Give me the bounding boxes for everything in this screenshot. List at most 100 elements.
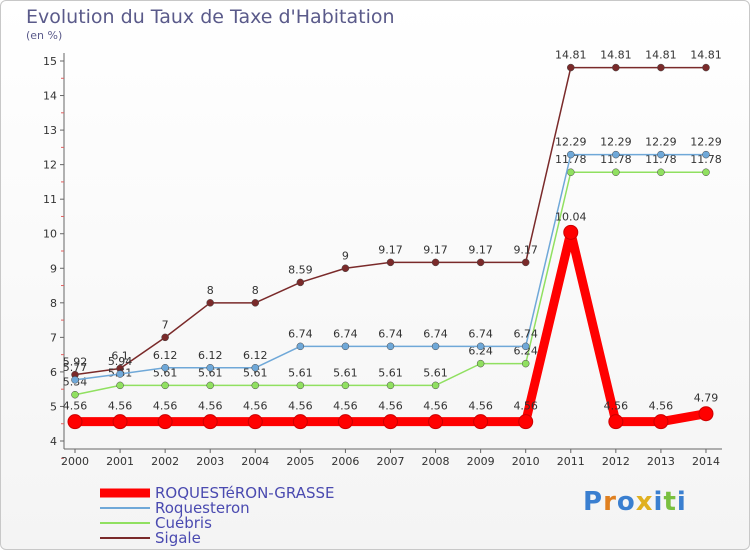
data-label: 4.56	[378, 400, 403, 413]
y-tick-label: 6	[50, 366, 57, 379]
data-point	[476, 359, 485, 368]
y-tick-label: 4	[50, 435, 57, 448]
data-point	[202, 414, 218, 430]
data-point	[431, 381, 440, 390]
data-point	[341, 264, 350, 273]
data-point	[567, 168, 575, 176]
data-label: 9.17	[423, 243, 448, 256]
y-tick-label: 12	[43, 159, 57, 172]
data-point	[698, 406, 714, 422]
data-label: 4.56	[604, 400, 629, 413]
y-tick-label: 15	[43, 55, 57, 68]
data-point	[296, 278, 305, 287]
data-point	[476, 342, 485, 351]
x-tick-label: 2014	[692, 455, 720, 468]
data-label: 4.56	[468, 400, 493, 413]
x-tick-label: 2000	[61, 455, 89, 468]
data-point	[702, 168, 710, 176]
data-point	[612, 63, 620, 72]
data-label: 4.56	[153, 400, 178, 413]
data-point	[206, 364, 214, 372]
data-label: 11.78	[690, 153, 722, 166]
data-point	[382, 414, 398, 430]
data-point	[71, 376, 79, 384]
data-point	[292, 414, 308, 430]
y-tick-label: 5	[50, 400, 57, 413]
data-point	[112, 414, 128, 430]
data-label: 12.29	[690, 136, 722, 149]
x-tick-label: 2011	[557, 455, 585, 468]
data-point	[296, 342, 305, 351]
data-point	[521, 359, 530, 368]
data-label: 12.29	[645, 136, 677, 149]
data-point	[521, 258, 530, 267]
data-label: 4.56	[63, 400, 88, 413]
data-point	[341, 381, 350, 390]
data-label: 5.61	[333, 366, 358, 379]
x-tick-label: 2003	[196, 455, 224, 468]
data-point	[206, 299, 214, 307]
x-tick-label: 2009	[467, 455, 495, 468]
data-point	[386, 258, 395, 267]
data-point	[206, 381, 214, 390]
x-tick-label: 2004	[241, 455, 269, 468]
data-label: 5.61	[198, 366, 223, 379]
x-tick-label: 2007	[376, 455, 404, 468]
data-label: 8	[252, 284, 259, 297]
data-label: 5.94	[108, 355, 133, 368]
data-label: 12.29	[555, 136, 587, 149]
data-point	[518, 414, 534, 430]
data-point	[431, 258, 440, 267]
data-label: 6.12	[243, 349, 268, 362]
data-label: 5.61	[378, 366, 403, 379]
y-tick-label: 9	[50, 262, 57, 275]
data-point	[161, 364, 169, 372]
data-point	[247, 414, 263, 430]
data-label: 12.29	[600, 136, 632, 149]
data-label: 4.56	[423, 400, 448, 413]
chart-title: Evolution du Taux de Taxe d'Habitation	[26, 6, 395, 28]
data-label: 9.17	[468, 243, 493, 256]
data-label: 6.12	[198, 349, 223, 362]
data-label: 6.74	[423, 327, 448, 340]
x-tick-label: 2008	[422, 455, 450, 468]
y-tick-label: 7	[50, 331, 57, 344]
data-point	[473, 414, 489, 430]
y-tick-label: 11	[43, 193, 57, 206]
data-point	[116, 370, 124, 378]
data-point	[386, 381, 395, 390]
data-label: 4.56	[513, 400, 538, 413]
data-point	[653, 414, 669, 430]
data-label: 6.74	[288, 327, 313, 340]
legend-label: Cuébris	[155, 514, 212, 532]
data-label: 6.24	[468, 345, 493, 358]
y-tick-label: 8	[50, 297, 57, 310]
data-label: 6.24	[513, 345, 538, 358]
data-point	[386, 342, 395, 351]
data-point	[157, 414, 173, 430]
data-label: 4.56	[288, 400, 313, 413]
data-point	[71, 390, 79, 399]
data-label: 7	[162, 318, 169, 331]
data-label: 9	[342, 249, 349, 262]
data-point	[251, 381, 260, 390]
data-label: 14.81	[600, 49, 632, 62]
data-label: 5.77	[63, 361, 88, 374]
data-point	[702, 63, 710, 72]
x-tick-label: 2010	[512, 455, 540, 468]
data-label: 11.78	[555, 153, 587, 166]
data-label: 9.17	[378, 243, 403, 256]
data-point	[702, 150, 710, 159]
data-point	[563, 224, 579, 240]
data-point	[251, 299, 260, 307]
data-point	[161, 333, 169, 342]
data-label: 4.56	[198, 400, 223, 413]
data-point	[567, 150, 575, 159]
data-label: 6.1	[111, 349, 129, 362]
data-label: 14.81	[690, 49, 722, 62]
data-label: 14.81	[645, 49, 677, 62]
x-tick-label: 2002	[151, 455, 179, 468]
data-label: 5.61	[423, 366, 448, 379]
